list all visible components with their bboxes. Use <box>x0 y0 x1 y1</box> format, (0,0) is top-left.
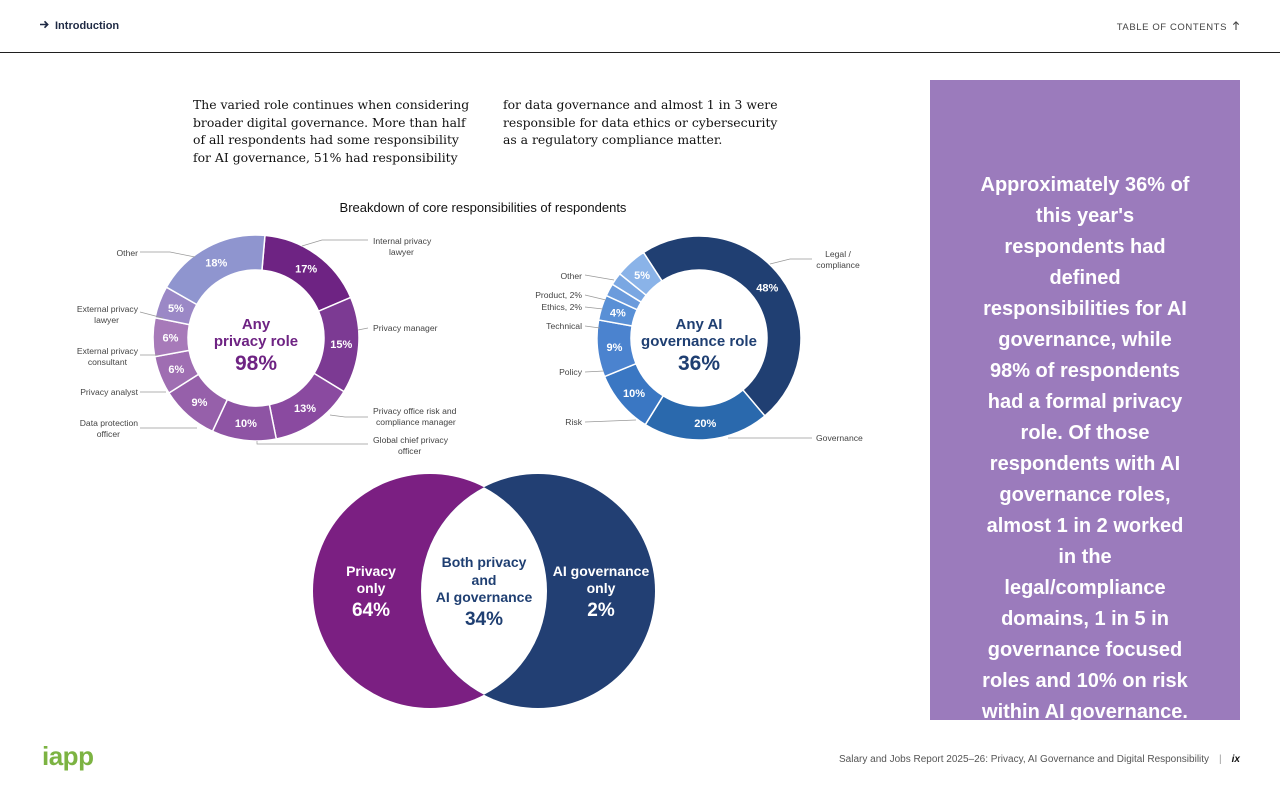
slice-value-label: 20% <box>694 418 716 430</box>
slice-value-label: 5% <box>168 303 184 315</box>
donut-slice-risk <box>603 362 665 426</box>
category-label-external-lawyer: External privacy lawyer <box>77 304 139 325</box>
donut-center-label: Any AI <box>676 316 723 333</box>
donut-center-value: 36% <box>678 352 720 375</box>
donut-slice-ethics-2 <box>605 283 643 311</box>
venn-right-value: 2% <box>587 600 615 621</box>
venn-right-label: only <box>587 580 616 596</box>
table-of-contents-link[interactable]: TABLE OF CONTENTS <box>1117 21 1240 33</box>
category-label-privacy-analyst: Privacy analyst <box>80 387 138 397</box>
donut-slice-privacy-manager <box>313 296 360 393</box>
donut-slice-privacy-analyst <box>153 349 200 395</box>
callout-box: Approximately 36% of this year's respond… <box>930 80 1240 723</box>
donut-center-label: privacy role <box>214 333 298 350</box>
ai-governance-category-labels: Legal / compliance Governance Risk Policy… <box>535 249 863 443</box>
slice-value-label: 9% <box>607 342 623 354</box>
footer: Salary and Jobs Report 2025–26: Privacy,… <box>839 754 1240 765</box>
donut-slice-product-2 <box>611 272 648 304</box>
report-title: Salary and Jobs Report 2025–26: Privacy,… <box>839 754 1210 765</box>
chart-title: Breakdown of core responsibilities of re… <box>339 200 627 215</box>
category-label-ethics: Ethics, 2% <box>541 302 582 312</box>
category-label-legal-compliance: Legal / compliance <box>816 249 860 270</box>
page-number: ix <box>1231 754 1240 765</box>
venn-overlap-label: and <box>472 572 497 588</box>
footer-separator: | <box>1219 754 1222 765</box>
venn-overlap-value: 34% <box>465 609 503 630</box>
introduction-link-label: Introduction <box>55 20 120 32</box>
category-label-dpo: Data protection officer <box>80 418 139 439</box>
venn-left-label: only <box>357 580 386 596</box>
venn-overlap-label: Both privacy <box>442 554 527 570</box>
donut-center-label: governance role <box>641 333 757 350</box>
venn-left-value: 64% <box>352 600 390 621</box>
slice-value-label: 17% <box>295 264 317 276</box>
slice-value-label: 6% <box>168 364 184 376</box>
arrow-right-icon <box>40 20 49 32</box>
venn-overlap-label: AI governance <box>436 589 533 605</box>
arrow-up-icon <box>1232 21 1240 33</box>
category-label-other-ai: Other <box>561 271 583 281</box>
slice-value-label: 10% <box>235 418 257 430</box>
slice-value-label: 4% <box>610 308 626 320</box>
slice-value-label: 48% <box>756 282 778 294</box>
toc-label: TABLE OF CONTENTS <box>1116 21 1227 33</box>
donut-slice-external-privacy-consultant <box>152 316 191 358</box>
donut-slice-other <box>618 251 664 297</box>
privacy-role-category-labels: Internal privacy lawyer Privacy manager P… <box>77 236 457 456</box>
donut-slice-policy <box>596 319 638 378</box>
donut-slice-other <box>165 234 266 306</box>
slice-value-label: 15% <box>330 339 352 351</box>
category-label-external-consultant: External privacy consultant <box>77 346 139 367</box>
slice-value-label: 6% <box>163 332 179 344</box>
category-label-product: Product, 2% <box>535 290 582 300</box>
venn-left-label: Privacy <box>346 563 396 579</box>
slice-value-label: 10% <box>623 388 645 400</box>
category-label-global-cpo: Global chief privacy officer <box>373 435 449 456</box>
slice-value-label: 18% <box>205 257 227 269</box>
donut-slice-technical <box>597 294 639 327</box>
venn-left-circle <box>313 474 547 708</box>
slice-value-label: 9% <box>192 397 208 409</box>
slice-value-label: 5% <box>634 270 650 282</box>
category-label-other: Other <box>117 248 139 258</box>
venn-right-circle <box>421 474 655 708</box>
donut-center-value: 98% <box>235 352 277 375</box>
category-label-privacy-office-risk: Privacy office risk and compliance manage… <box>373 406 457 427</box>
donut-slice-governance <box>644 388 766 441</box>
intro-paragraph-2: for data governance and almost 1 in 3 we… <box>503 97 778 148</box>
callout-text: Approximately 36% of this year's respond… <box>980 174 1190 723</box>
category-label-internal-privacy-lawyer: Internal privacy lawyer <box>373 236 432 257</box>
donut-slice-global-chief-privacy-officer <box>211 398 278 442</box>
donut-slice-privacy-office-risk-and-compliance-manager <box>268 372 345 440</box>
donut-slice-data-protection-officer <box>167 373 229 433</box>
donut-center-label: Any <box>242 316 271 333</box>
donut-slice-internal-privacy-lawyer <box>261 234 352 313</box>
category-label-risk: Risk <box>565 417 582 427</box>
slice-value-label: 13% <box>294 403 316 415</box>
category-label-governance: Governance <box>816 433 863 443</box>
introduction-link[interactable]: Introduction <box>40 20 119 32</box>
iapp-logo[interactable]: iapp <box>42 741 94 771</box>
intro-paragraph-1: The varied role continues when consideri… <box>193 97 470 165</box>
category-label-policy: Policy <box>559 367 583 377</box>
venn-overlap <box>420 487 547 695</box>
category-label-technical: Technical <box>546 321 582 331</box>
venn-right-label: AI governance <box>553 563 650 579</box>
donut-slice-legal-compliance <box>642 235 802 417</box>
top-bar: Introduction TABLE OF CONTENTS <box>0 0 1280 53</box>
donut-slice-external-privacy-lawyer <box>154 286 198 326</box>
category-label-privacy-manager: Privacy manager <box>373 323 438 333</box>
